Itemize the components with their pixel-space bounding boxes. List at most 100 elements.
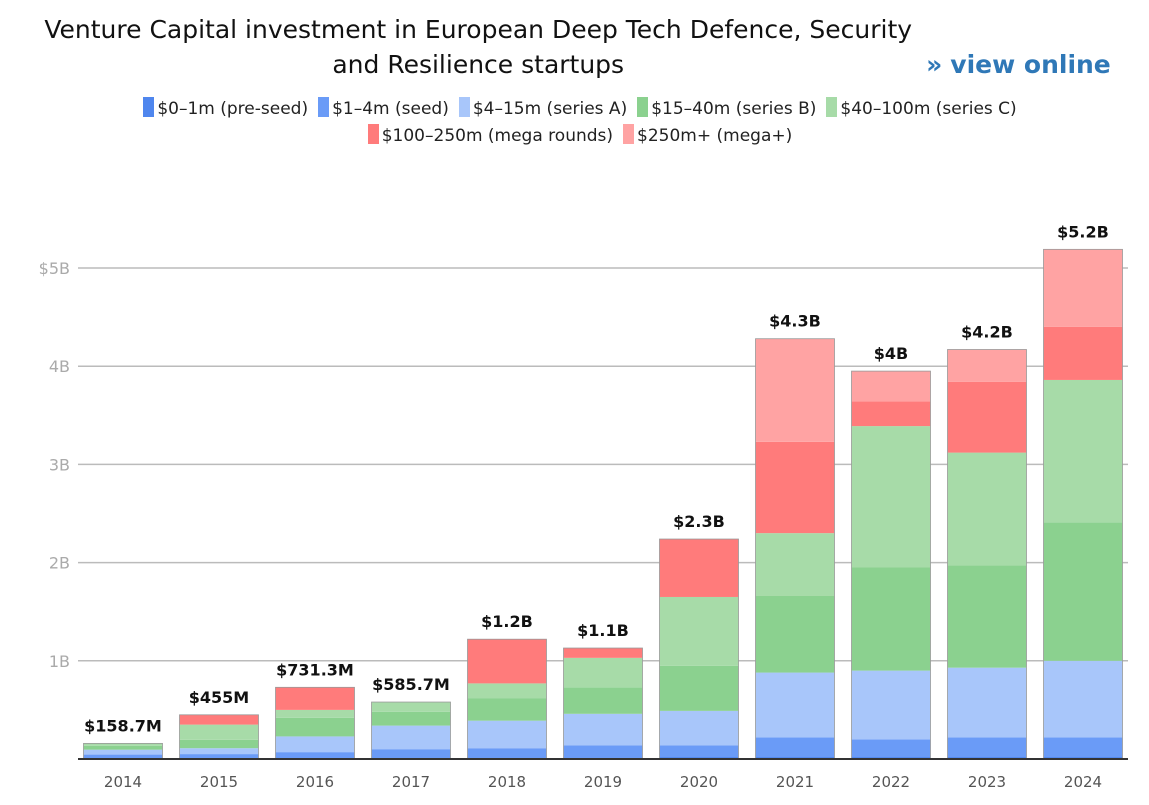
legend-item[interactable]: $1–4m (seed) [318,96,449,123]
chart-title: Venture Capital investment in European D… [0,12,1149,82]
bar-segment [1043,737,1123,758]
x-tick-label: 2020 [680,773,718,791]
legend-swatch [318,97,330,117]
bar-segment [659,710,739,746]
bar-segment [851,401,931,427]
data-label: $585.7M [372,675,450,694]
bar-segment [755,533,835,596]
y-tick-label: 4B [49,357,70,376]
bar-segment [851,739,931,758]
bar-segment [851,426,931,568]
bar-segment [467,639,547,684]
legend-swatch [623,124,635,144]
bar-segment [755,737,835,758]
bar-segment [947,667,1027,738]
data-label: $731.3M [276,660,354,679]
bar-segment [275,709,355,718]
bar-segment [1043,326,1123,380]
legend-label: $1–4m (seed) [332,99,449,119]
bar-segment [755,595,835,673]
bar-segment [275,687,355,710]
bar-segment [755,672,835,738]
legend-item[interactable]: $15–40m (series B) [637,96,816,123]
bar-segment [1043,522,1123,661]
y-tick-label: 2B [49,554,70,573]
bar-segment [179,724,259,740]
bar-segment [467,748,547,759]
legend-swatch [143,97,155,117]
bar-segment [467,698,547,721]
bar-segment [467,683,547,699]
data-label: $4B [874,344,908,363]
legend-item[interactable]: $0–1m (pre-seed) [143,96,308,123]
legend-label: $15–40m (series B) [651,99,817,119]
bar-segment [1043,660,1123,738]
bar-segment [275,752,355,759]
title-text: Venture Capital investment in European D… [44,15,913,79]
x-tick-label: 2019 [584,773,622,791]
bar-segment [371,749,451,759]
legend-label: $250m+ (mega+) [637,126,793,146]
legend-swatch [637,97,649,117]
bar-segment [659,596,739,666]
bar-segment [851,567,931,671]
legend-item[interactable]: $250m+ (mega+) [623,123,792,150]
legend-swatch [458,97,470,117]
bar-segment [851,670,931,740]
x-tick-label: 2024 [1064,773,1102,791]
data-label: $4.3B [769,312,821,331]
data-label: $158.7M [84,716,162,735]
bar-segment [83,754,163,759]
bar-segment [947,565,1027,668]
legend-item[interactable]: $4–15m (series A) [458,96,628,123]
bar-segment [179,739,259,749]
bar-segment [179,748,259,755]
x-tick-label: 2016 [296,773,334,791]
bar-segment [563,687,643,714]
bar-segment [467,720,547,749]
bar-segment [755,441,835,534]
bar-segment [371,711,451,726]
bar-segment [659,665,739,711]
bar-segment [275,736,355,753]
link-arrow: » [926,50,943,79]
bar-segment [179,754,259,759]
bar-segment [947,349,1027,382]
legend-item[interactable]: $40–100m (series C) [826,96,1017,123]
bar-segment [851,371,931,402]
bar-segment [1043,249,1123,327]
bar-segment [1043,379,1123,523]
bar-segment [659,539,739,597]
bar-segment [755,338,835,442]
bar-segment [275,717,355,737]
data-label: $5.2B [1057,222,1109,241]
bar-segment [947,381,1027,453]
legend-label: $0–1m (pre-seed) [157,99,309,119]
bar-segment [563,648,643,658]
bar-segment [83,743,163,746]
legend-label: $40–100m (series C) [840,99,1017,119]
data-label: $455M [189,688,249,707]
bar-segment [563,745,643,759]
y-tick-label: 3B [49,455,70,474]
x-tick-label: 2014 [104,773,142,791]
data-label: $4.2B [961,323,1013,342]
legend-swatch [826,97,838,117]
x-tick-label: 2021 [776,773,814,791]
x-tick-label: 2015 [200,773,238,791]
bar-segment [83,745,163,750]
bar-segment [563,657,643,688]
data-label: $1.2B [481,612,533,631]
legend-label: $4–15m (series A) [472,99,628,119]
view-online-link[interactable]: view online [950,50,1111,79]
legend-swatch [367,124,379,144]
legend-item[interactable]: $100–250m (mega rounds) [367,123,614,150]
bar-segment [179,714,259,725]
x-tick-label: 2017 [392,773,430,791]
bar-segment [371,702,451,712]
bar-segment [563,713,643,746]
bar-segment [83,749,163,755]
legend-label: $100–250m (mega rounds) [381,126,614,146]
data-label: $1.1B [577,621,629,640]
